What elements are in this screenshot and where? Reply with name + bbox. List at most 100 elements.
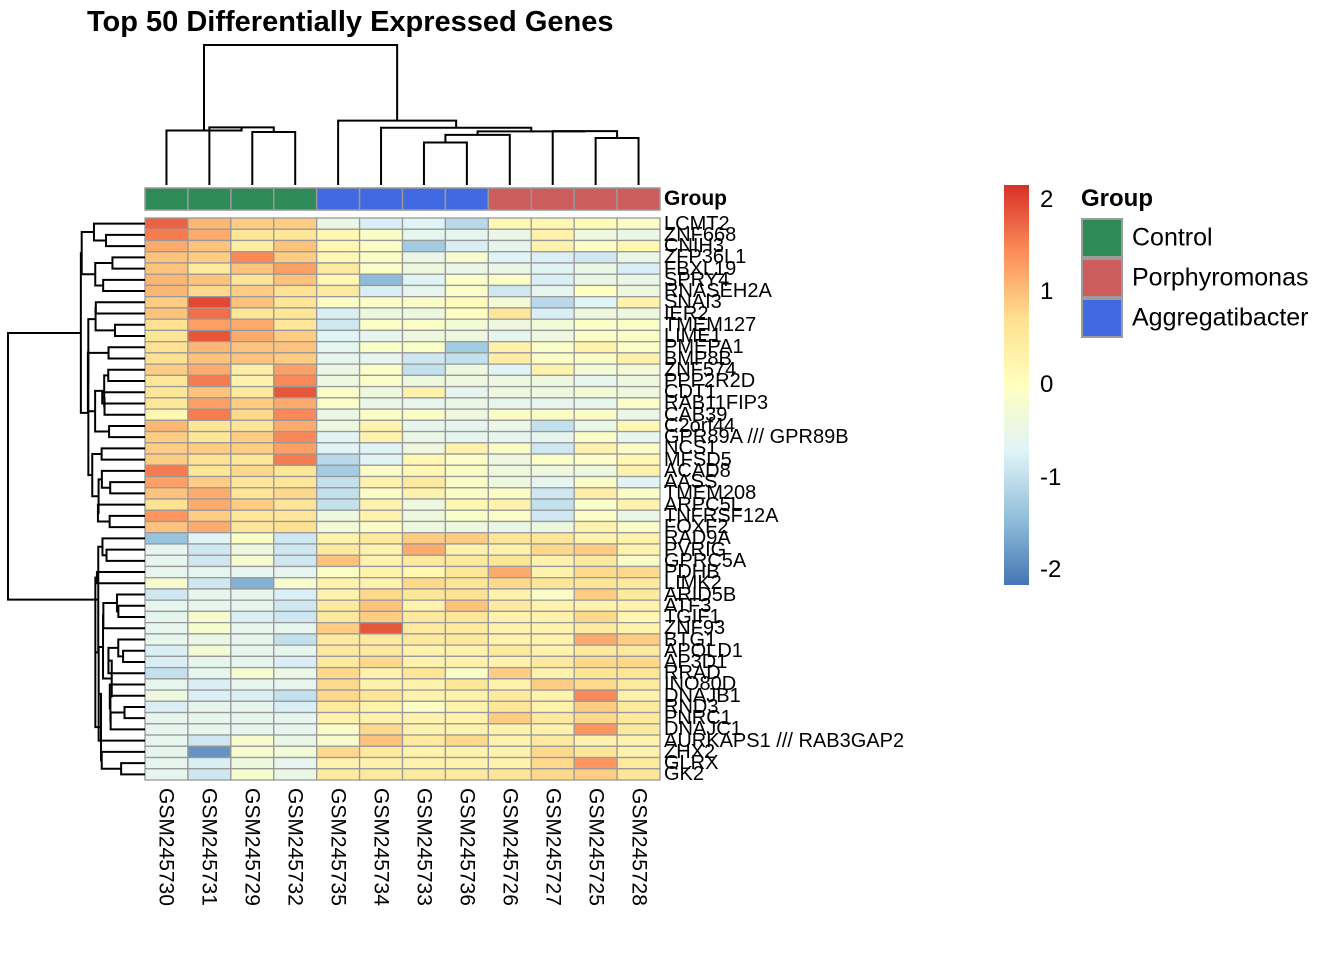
group-legend-title: Group xyxy=(1081,185,1153,212)
heatmap-cell xyxy=(444,217,489,230)
heatmap-cell xyxy=(401,689,447,702)
heatmap-cell xyxy=(316,318,361,332)
heatmap-cell xyxy=(616,251,661,264)
heatmap-cell xyxy=(273,768,318,781)
heatmap-cell xyxy=(444,318,489,332)
heatmap-cell xyxy=(530,352,575,365)
heatmap-cell xyxy=(530,509,575,523)
heatmap-cell xyxy=(487,633,532,646)
heatmap-cell xyxy=(401,385,447,399)
heatmap-cell xyxy=(444,745,489,759)
heatmap-cell xyxy=(487,340,532,354)
heatmap-cell xyxy=(573,711,618,725)
heatmap-cell xyxy=(316,329,361,343)
gene-label: TMEM208 xyxy=(664,482,757,505)
column-annotation-cell xyxy=(530,187,575,211)
heatmap-cell xyxy=(144,397,189,410)
heatmap-cell xyxy=(358,453,404,466)
gene-label: ATF3 xyxy=(664,594,712,617)
row-dendrogram-branch xyxy=(108,683,145,710)
gene-label: GK2 xyxy=(664,763,705,786)
heatmap-cell xyxy=(444,498,489,511)
heatmap-cell xyxy=(358,251,404,264)
heatmap-cell xyxy=(487,408,532,421)
column-annotation-cell xyxy=(144,187,189,211)
heatmap-cell xyxy=(316,374,361,388)
heatmap-cell xyxy=(530,745,575,759)
heatmap-cell xyxy=(616,498,661,511)
column-dendrogram-branch xyxy=(251,130,297,185)
gene-label: ARID5B xyxy=(664,583,737,606)
heatmap-cell xyxy=(487,588,532,601)
gene-label: INO80D xyxy=(664,673,737,696)
heatmap-cell xyxy=(530,678,575,691)
heatmap-cell xyxy=(144,666,189,680)
heatmap-cell xyxy=(273,408,318,421)
heatmap-cell xyxy=(401,509,447,523)
gene-label: BTG1 xyxy=(664,628,717,651)
heatmap-cell xyxy=(444,543,489,556)
heatmap-cell xyxy=(487,599,532,613)
heatmap-cell xyxy=(144,745,189,759)
column-dendrogram-branch xyxy=(422,141,468,185)
row-dendrogram-branch xyxy=(115,593,145,613)
heatmap-cell xyxy=(316,689,361,702)
heatmap-cell xyxy=(230,419,275,433)
heatmap-cell xyxy=(530,655,575,669)
heatmap-cell xyxy=(230,352,275,365)
heatmap-cell xyxy=(444,475,489,489)
heatmap-cell xyxy=(487,284,532,298)
heatmap-cell xyxy=(401,678,447,691)
gene-label: ZNF574 xyxy=(664,358,737,381)
column-dendrogram-branch xyxy=(594,137,640,185)
heatmap-cell xyxy=(273,577,318,590)
heatmap-cell xyxy=(616,307,661,320)
heatmap-cell xyxy=(358,464,404,478)
row-dendrogram-branch xyxy=(101,537,145,557)
heatmap-cell xyxy=(530,408,575,421)
heatmap-cell xyxy=(444,734,489,747)
heatmap-cell xyxy=(487,734,532,747)
heatmap-cell xyxy=(358,644,404,658)
heatmap-cell xyxy=(487,228,532,242)
heatmap-cell xyxy=(230,599,275,613)
gene-label: TMEM127 xyxy=(664,313,757,336)
heatmap-cell xyxy=(273,554,318,568)
heatmap-cell xyxy=(444,532,489,545)
heatmap-cell xyxy=(444,520,489,534)
heatmap-cell xyxy=(616,745,661,759)
heatmap-cell xyxy=(144,374,189,388)
heatmap-cell xyxy=(273,734,318,747)
heatmap-cell xyxy=(487,352,532,365)
heatmap-cell xyxy=(144,498,189,511)
heatmap-cell xyxy=(444,666,489,680)
heatmap-cell xyxy=(573,217,618,230)
heatmap-cell xyxy=(230,655,275,669)
heatmap-cell xyxy=(530,621,575,635)
heatmap-cell xyxy=(144,318,189,332)
heatmap-cell xyxy=(616,262,661,275)
gene-label: TNFRSF12A xyxy=(664,504,779,527)
heatmap-cell xyxy=(444,554,489,568)
heatmap-cell xyxy=(401,284,447,298)
heatmap-cell xyxy=(487,689,532,702)
heatmap-cell xyxy=(316,543,361,556)
heatmap-cell xyxy=(487,397,532,410)
heatmap-cell xyxy=(616,644,661,658)
heatmap-cell xyxy=(144,307,189,320)
gene-label: NCS1 xyxy=(664,437,718,460)
heatmap-cell xyxy=(487,655,532,669)
heatmap-cell xyxy=(316,385,361,399)
heatmap-cell xyxy=(530,588,575,601)
colorbar-tick-label: -2 xyxy=(1040,556,1062,584)
heatmap-cell xyxy=(573,599,618,613)
heatmap-cell xyxy=(573,453,618,466)
heatmap-cell xyxy=(316,734,361,747)
heatmap-cell xyxy=(144,768,189,781)
heatmap-cell xyxy=(573,442,618,455)
heatmap-cell xyxy=(573,723,618,736)
heatmap-cell xyxy=(316,520,361,534)
heatmap-cell xyxy=(144,419,189,433)
heatmap-cell xyxy=(573,296,618,309)
heatmap-cell xyxy=(573,397,618,410)
